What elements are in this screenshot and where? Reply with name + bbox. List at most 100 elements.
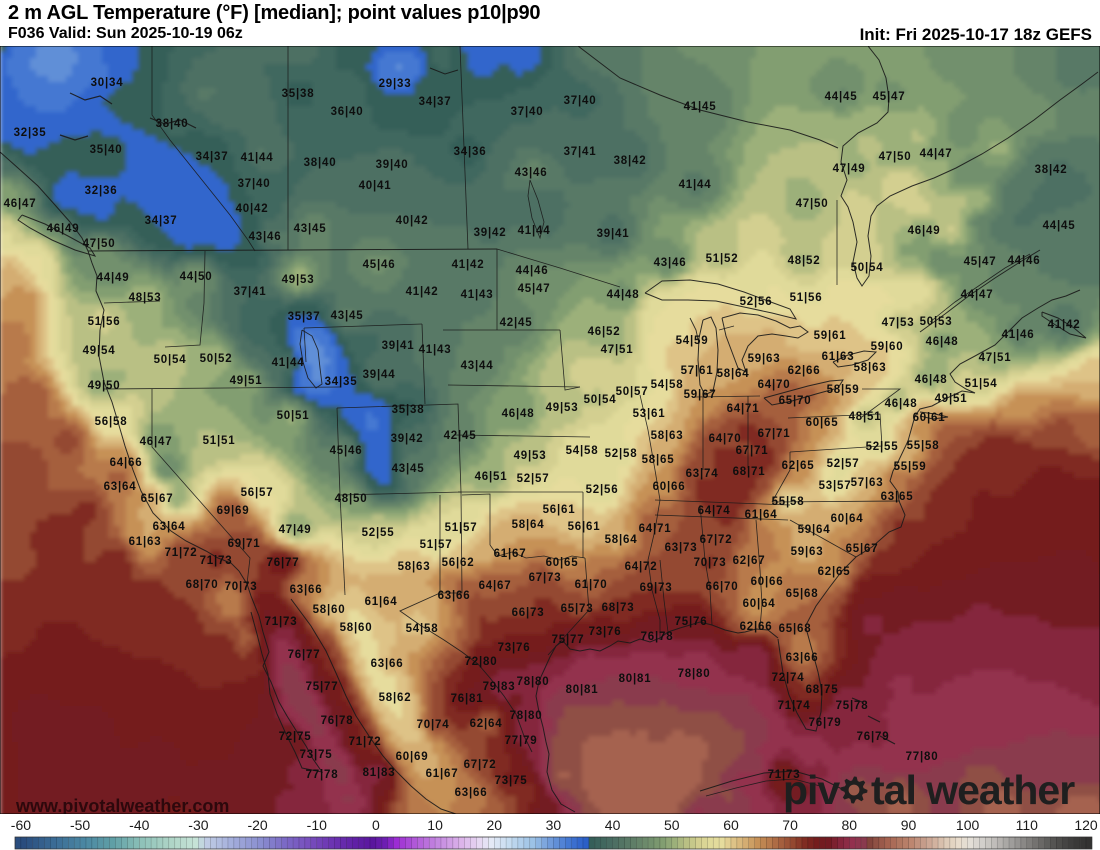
svg-text:60|65: 60|65 xyxy=(806,417,839,429)
svg-text:63|66: 63|66 xyxy=(455,787,488,799)
svg-text:41|44: 41|44 xyxy=(679,179,712,191)
svg-text:-30: -30 xyxy=(188,817,208,833)
svg-text:72|80: 72|80 xyxy=(465,656,498,668)
svg-text:39|41: 39|41 xyxy=(382,340,415,352)
svg-text:52|55: 52|55 xyxy=(866,441,899,453)
svg-text:80: 80 xyxy=(842,817,858,833)
svg-text:120: 120 xyxy=(1074,817,1098,833)
svg-text:35|38: 35|38 xyxy=(282,88,315,100)
svg-text:37|40: 37|40 xyxy=(511,106,544,118)
svg-text:81|83: 81|83 xyxy=(363,767,396,779)
svg-text:90: 90 xyxy=(901,817,917,833)
svg-text:63|65: 63|65 xyxy=(881,491,914,503)
svg-text:64|67: 64|67 xyxy=(479,580,512,592)
svg-text:71|73: 71|73 xyxy=(200,555,233,567)
svg-text:52|56: 52|56 xyxy=(740,296,773,308)
svg-text:58|62: 58|62 xyxy=(379,692,412,704)
svg-text:39|41: 39|41 xyxy=(597,228,630,240)
svg-text:51|51: 51|51 xyxy=(203,435,236,447)
svg-text:30|34: 30|34 xyxy=(91,77,124,89)
svg-text:59|67: 59|67 xyxy=(684,389,717,401)
svg-text:75|78: 75|78 xyxy=(836,700,869,712)
svg-text:35|37: 35|37 xyxy=(288,311,321,323)
svg-text:34|36: 34|36 xyxy=(454,146,487,158)
svg-text:72|74: 72|74 xyxy=(772,672,805,684)
svg-text:39|40: 39|40 xyxy=(376,159,409,171)
svg-text:52|56: 52|56 xyxy=(586,484,619,496)
svg-text:52|55: 52|55 xyxy=(362,527,395,539)
svg-text:62|66: 62|66 xyxy=(788,365,821,377)
svg-text:41|46: 41|46 xyxy=(1002,329,1035,341)
svg-text:52|57: 52|57 xyxy=(827,458,860,470)
svg-text:46|49: 46|49 xyxy=(47,223,80,235)
svg-text:63|66: 63|66 xyxy=(438,590,471,602)
svg-text:-50: -50 xyxy=(70,817,90,833)
svg-text:-10: -10 xyxy=(307,817,327,833)
svg-text:56|58: 56|58 xyxy=(95,416,128,428)
svg-text:41|43: 41|43 xyxy=(419,344,452,356)
svg-text:62|67: 62|67 xyxy=(733,555,766,567)
svg-text:55|59: 55|59 xyxy=(894,461,927,473)
svg-text:70: 70 xyxy=(782,817,798,833)
svg-text:59|63: 59|63 xyxy=(748,353,781,365)
svg-text:62|65: 62|65 xyxy=(782,460,815,472)
svg-text:64|70: 64|70 xyxy=(758,379,791,391)
svg-text:63|64: 63|64 xyxy=(153,521,186,533)
svg-text:67|71: 67|71 xyxy=(758,428,791,440)
svg-text:51|57: 51|57 xyxy=(420,539,453,551)
svg-text:73|76: 73|76 xyxy=(498,642,531,654)
svg-text:38|42: 38|42 xyxy=(614,155,647,167)
svg-text:58|60: 58|60 xyxy=(313,604,346,616)
svg-text:43|44: 43|44 xyxy=(461,360,494,372)
svg-text:32|36: 32|36 xyxy=(85,185,118,197)
svg-text:80|81: 80|81 xyxy=(566,684,599,696)
svg-text:38|40: 38|40 xyxy=(156,118,189,130)
svg-text:76|81: 76|81 xyxy=(451,693,484,705)
svg-text:47|51: 47|51 xyxy=(979,352,1012,364)
svg-text:61|70: 61|70 xyxy=(575,579,608,591)
svg-text:64|66: 64|66 xyxy=(110,457,143,469)
svg-text:44|47: 44|47 xyxy=(961,289,994,301)
svg-text:75|77: 75|77 xyxy=(306,681,339,693)
svg-text:69|71: 69|71 xyxy=(228,538,261,550)
svg-text:65|68: 65|68 xyxy=(779,623,812,635)
svg-text:59|63: 59|63 xyxy=(791,546,824,558)
svg-text:44|47: 44|47 xyxy=(920,148,953,160)
svg-text:64|74: 64|74 xyxy=(698,505,731,517)
svg-text:56|62: 56|62 xyxy=(442,557,475,569)
svg-text:46|51: 46|51 xyxy=(475,471,508,483)
svg-text:43|46: 43|46 xyxy=(249,231,282,243)
svg-text:72|75: 72|75 xyxy=(279,731,312,743)
svg-text:41|44: 41|44 xyxy=(518,225,551,237)
svg-text:69|73: 69|73 xyxy=(640,582,673,594)
svg-text:53|57: 53|57 xyxy=(819,480,852,492)
svg-text:61|64: 61|64 xyxy=(365,596,398,608)
svg-text:75|77: 75|77 xyxy=(552,634,585,646)
svg-text:78|80: 78|80 xyxy=(517,676,550,688)
svg-text:61|63: 61|63 xyxy=(129,536,162,548)
svg-text:57|63: 57|63 xyxy=(851,477,884,489)
svg-text:63|73: 63|73 xyxy=(665,542,698,554)
svg-text:64|71: 64|71 xyxy=(639,523,672,535)
svg-text:63|74: 63|74 xyxy=(686,468,719,480)
svg-text:43|45: 43|45 xyxy=(331,310,364,322)
svg-text:73|76: 73|76 xyxy=(589,626,622,638)
svg-text:46|48: 46|48 xyxy=(926,336,959,348)
svg-text:60|61: 60|61 xyxy=(913,412,946,424)
svg-text:-60: -60 xyxy=(11,817,31,833)
svg-text:44|46: 44|46 xyxy=(516,265,549,277)
svg-text:61|67: 61|67 xyxy=(494,548,527,560)
svg-text:43|46: 43|46 xyxy=(654,257,687,269)
svg-text:30: 30 xyxy=(546,817,562,833)
svg-text:68|70: 68|70 xyxy=(186,579,219,591)
svg-text:59|64: 59|64 xyxy=(798,524,831,536)
svg-text:39|42: 39|42 xyxy=(474,227,507,239)
svg-text:56|61: 56|61 xyxy=(543,504,576,516)
svg-text:46|52: 46|52 xyxy=(588,326,621,338)
svg-text:10: 10 xyxy=(427,817,443,833)
svg-text:46|47: 46|47 xyxy=(140,436,173,448)
svg-text:110: 110 xyxy=(1016,817,1039,833)
svg-text:38|40: 38|40 xyxy=(304,157,337,169)
svg-text:32|35: 32|35 xyxy=(14,127,47,139)
svg-text:-40: -40 xyxy=(129,817,149,833)
